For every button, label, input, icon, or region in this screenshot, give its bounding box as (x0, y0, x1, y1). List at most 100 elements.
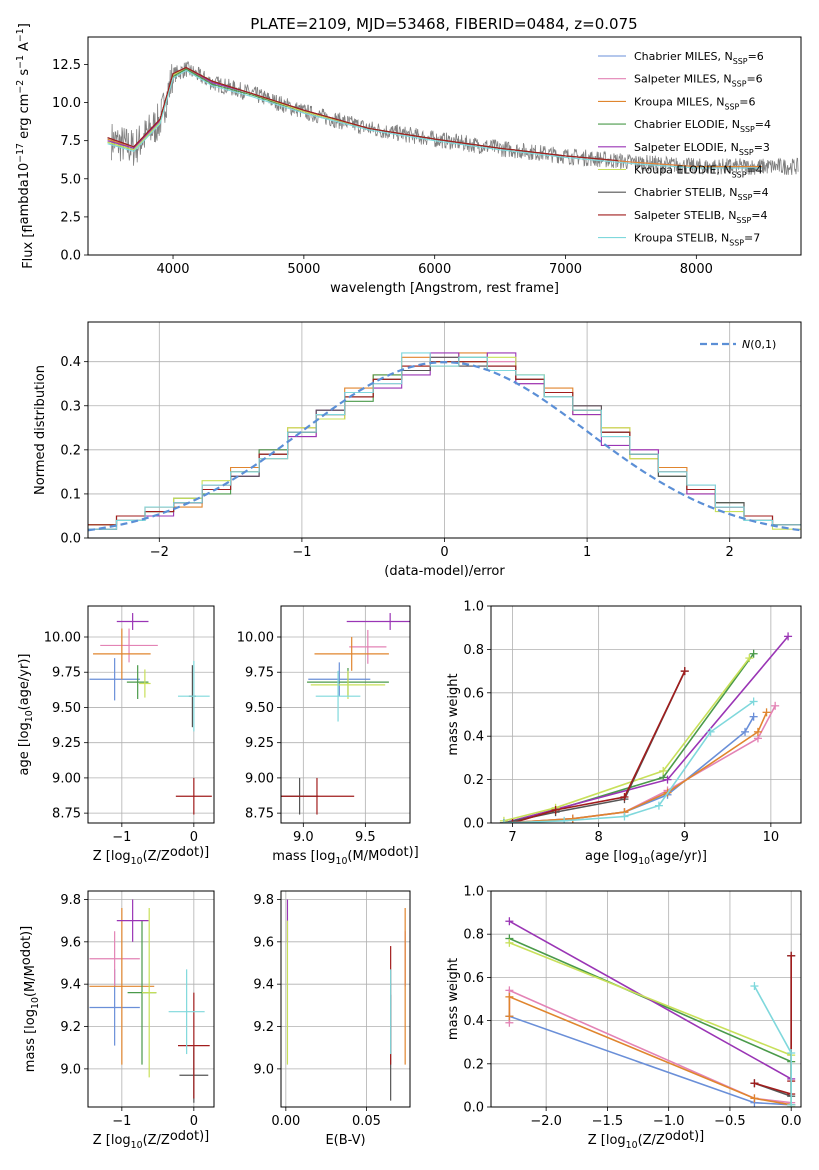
x-tick-label: 0 (190, 1114, 198, 1129)
weight-marker (750, 1094, 759, 1103)
grid-lines (281, 891, 410, 1107)
legend-entry: Kroupa ELODIE, NSSP=4 (634, 164, 763, 180)
errorbar-point (315, 670, 361, 722)
errorbar-point (175, 777, 212, 815)
y-tick-label: 0.0 (463, 817, 484, 832)
legend-entry: Salpeter STELIB, NSSP=4 (634, 209, 767, 225)
y-tick-label: 0.4 (463, 1014, 484, 1029)
x-tick-label: −2 (150, 545, 169, 560)
errorbar-point (100, 628, 158, 663)
x-tick-label: 0.05 (352, 1114, 381, 1129)
y-tick-label: 10.00 (44, 631, 81, 646)
plot-area (107, 60, 799, 175)
y-tick-label: 0.8 (463, 643, 484, 658)
y-tick-label: 0.0 (60, 249, 81, 264)
ticks: −2.0 −1.5 −1.0 −0.5 0.0 0.0 0.2 0.4 0.6 0.8 1.0 (463, 885, 801, 1130)
weight-line (503, 670, 686, 823)
errorbar-point (89, 931, 140, 987)
y-tick-label: 0.6 (463, 971, 484, 986)
grid-lines (88, 606, 214, 823)
weight-marker (505, 992, 514, 1001)
x-tick-label: −2.0 (530, 1114, 562, 1129)
errorbar-point (346, 613, 410, 630)
observed-spectrum (111, 60, 799, 175)
grid-lines (88, 322, 801, 539)
panel-spectrum: 4000 5000 6000 7000 8000 0.0 2.5 5.0 7.5 10.0 12.5… (15, 23, 802, 296)
axes-frame (87, 890, 215, 1108)
x-tick-label: −1.5 (592, 1114, 624, 1129)
y-axis-label: age [log10(age/yr)] (17, 653, 35, 775)
y-tick-label: 9.50 (245, 701, 274, 716)
y-tick-label: 0.4 (463, 730, 484, 745)
weight-marker (771, 701, 780, 710)
weight-line (509, 942, 792, 1107)
axes-frame (490, 890, 802, 1108)
grid-lines (281, 606, 410, 823)
plot-area (499, 632, 793, 823)
y-axis-label: Flux [flambda10−17 erg cm−2 s−1 A−1] (15, 23, 36, 269)
y-tick-label: 0.4 (60, 355, 81, 370)
x-axis-label: wavelength [Angstrom, rest frame] (330, 281, 559, 296)
legend-entry: N(0,1) (742, 338, 776, 351)
errorbar-point (281, 777, 355, 815)
x-tick-label: −1 (292, 545, 311, 560)
x-axis-label: Z [log10(Z/Zodot)] (93, 1129, 210, 1151)
y-tick-label: 9.0 (253, 1062, 274, 1077)
weight-marker (762, 708, 771, 717)
panel-age-vs-mass: 9.0 9.5 8.75 9.00 9.25 9.50 9.75 10.00 mass [log… (237, 605, 419, 867)
y-tick-label: 0.2 (60, 443, 81, 458)
panel-mass-vs-EBV: 0.00 0.05 9.0 9.2 9.4 9.6 9.8 E(B-V) (253, 890, 411, 1148)
weight-line (508, 989, 792, 1104)
weight-marker (659, 766, 668, 775)
normal-curve (88, 360, 801, 532)
x-tick-label: 0 (440, 545, 448, 560)
x-tick-label: 9.5 (355, 830, 376, 845)
weight-marker (787, 1100, 796, 1107)
x-tick-label: −1 (112, 830, 131, 845)
weight-line (512, 670, 686, 823)
x-tick-label: 6000 (418, 262, 451, 277)
errorbar-point (139, 669, 151, 698)
y-tick-label: 9.4 (60, 978, 81, 993)
axes-frame (280, 605, 411, 824)
weight-line (509, 937, 792, 1107)
x-tick-label: 0 (190, 830, 198, 845)
axes-frame (87, 36, 802, 256)
ticks: −1 0 9.0 9.2 9.4 9.6 9.8 (60, 893, 198, 1129)
plot-area (505, 917, 796, 1107)
y-axis-label: mass weight (446, 958, 461, 1040)
weight-marker (499, 819, 508, 823)
y-tick-label: 0.3 (60, 399, 81, 414)
errorbar-point (168, 969, 205, 1055)
y-tick-label: 1.0 (463, 600, 484, 615)
weight-marker (505, 938, 514, 947)
panel-residuals: −2 −1 0 1 2 0.0 0.1 0.2 0.3 0.4 (data-model)/error… (33, 321, 802, 579)
x-tick-label: −1 (112, 1114, 131, 1129)
legend-entry: Salpeter MILES, NSSP=6 (634, 73, 763, 89)
weight-marker (505, 1012, 514, 1021)
weight-marker (706, 727, 715, 736)
y-axis-label: mass [log10(M/Modot)] (19, 926, 41, 1072)
x-axis-label: age [log10(age/yr)] (585, 849, 707, 867)
x-axis-label: mass [log10(M/Modot)] (272, 845, 418, 867)
errorbar-point (310, 670, 386, 699)
y-tick-label: 10.0 (52, 96, 81, 111)
weight-line (753, 985, 792, 1105)
errorbar-point (314, 637, 389, 671)
legend-entry: Chabrier MILES, NSSP=6 (634, 50, 764, 66)
weight-marker (560, 816, 569, 823)
x-tick-label: 0.00 (271, 1114, 300, 1129)
weight-marker (750, 1079, 759, 1088)
weight-marker (787, 1049, 796, 1057)
weight-marker (663, 775, 672, 784)
errorbar-point (178, 660, 210, 732)
model-spectrum (107, 66, 618, 162)
plot-area (281, 613, 410, 815)
x-tick-label: 8 (594, 830, 602, 845)
legend-entry: Kroupa STELIB, NSSP=7 (634, 232, 760, 248)
plot-area (88, 352, 801, 532)
weight-marker (749, 712, 758, 721)
x-tick-label: −0.5 (714, 1114, 746, 1129)
weight-marker (749, 649, 758, 658)
y-tick-label: 10.00 (237, 631, 274, 646)
